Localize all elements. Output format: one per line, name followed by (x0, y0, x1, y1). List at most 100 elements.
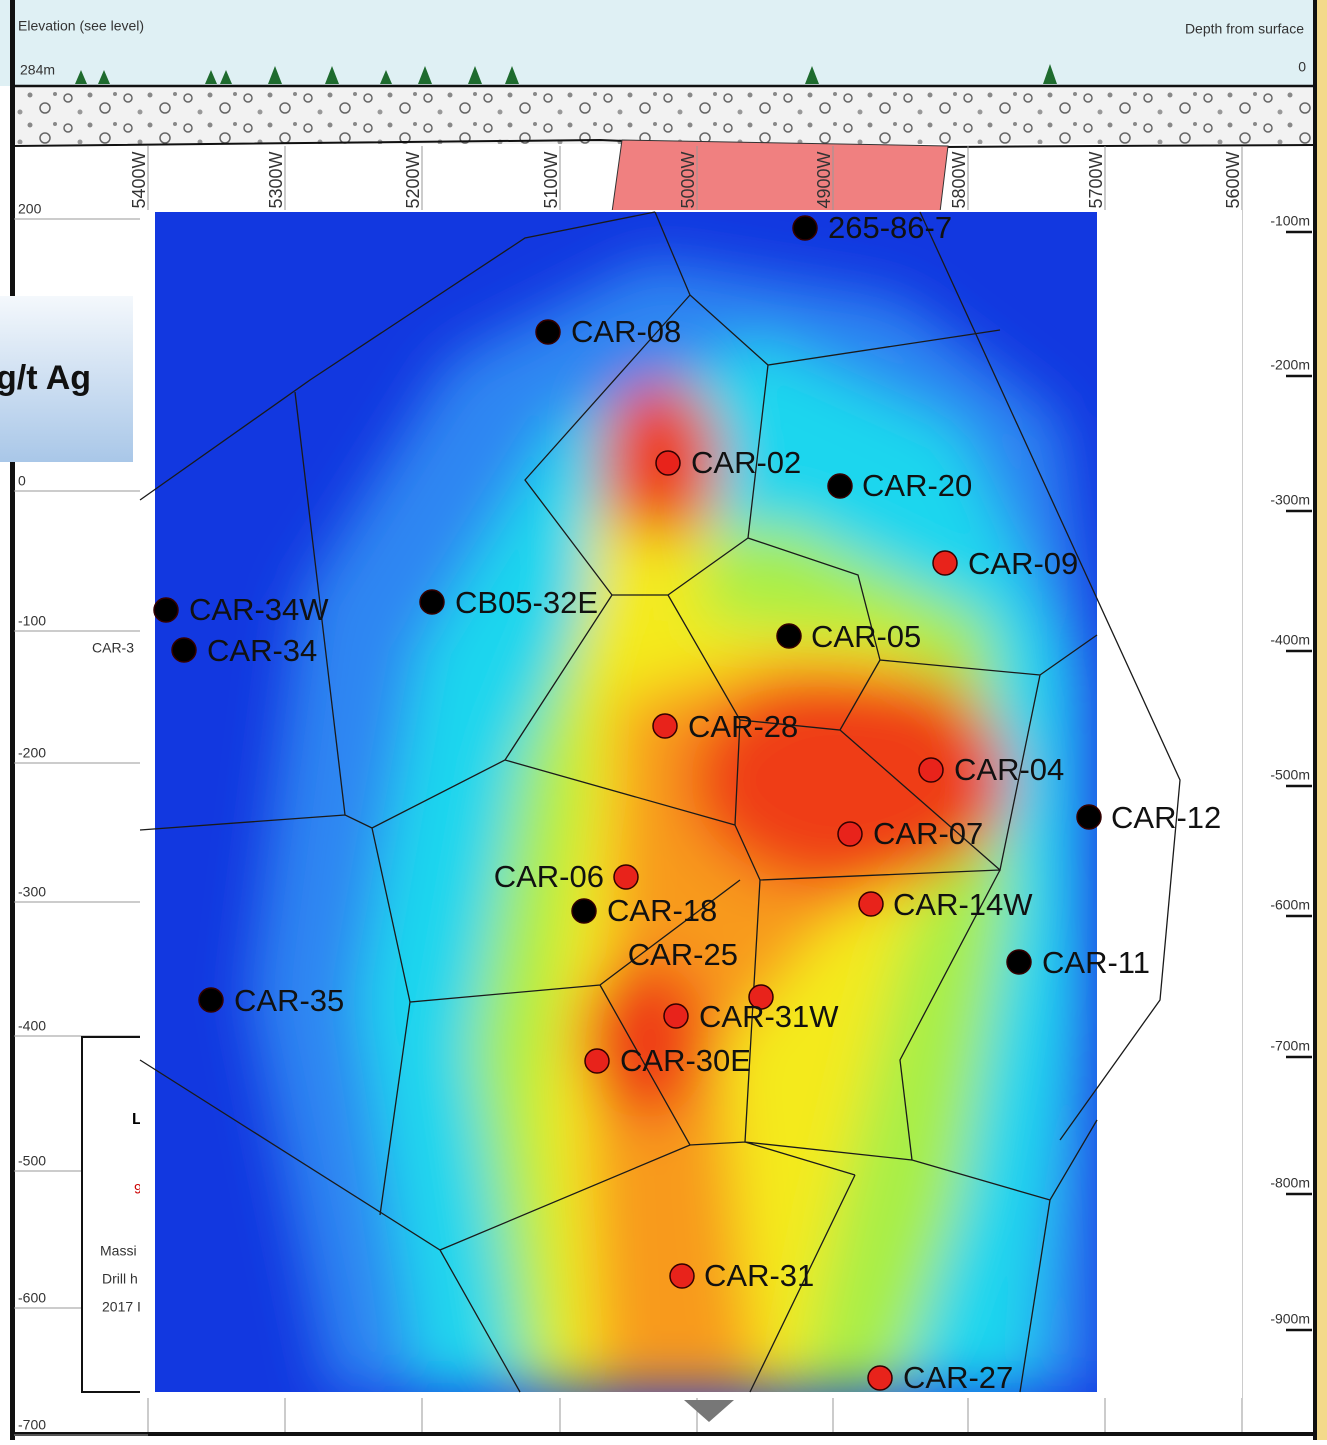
hole-label: CAR-25 (628, 937, 738, 972)
frame-left (10, 0, 15, 1440)
elevation-tick: -700 (18, 1417, 46, 1433)
hole-label: CAR-05 (811, 619, 921, 654)
elevation-tick: -400 (18, 1018, 46, 1034)
box-mark: 9 (134, 1181, 142, 1197)
elevation-tick: 0 (18, 473, 26, 489)
section-label: 4900W (814, 151, 834, 208)
depth-tick: -100m (1270, 213, 1310, 229)
elevation-top: 284m (20, 62, 55, 78)
tree (75, 64, 1057, 84)
depth-tick: -800m (1270, 1175, 1310, 1191)
sky-band (0, 0, 1327, 86)
hole-label: CAR-06 (494, 859, 604, 894)
depth-tick: -500m (1270, 767, 1310, 783)
drill-hole (419, 589, 445, 615)
hole-label: CAR-35 (234, 983, 344, 1018)
section-label: 5300W (266, 151, 286, 208)
hole-label: CAR-28 (688, 709, 798, 744)
drill-hole (867, 1365, 893, 1391)
depth-tick: -900m (1270, 1311, 1310, 1327)
drill-hole (584, 1048, 610, 1074)
section-label: 5100W (541, 151, 561, 208)
drill-hole (1076, 804, 1102, 830)
side-note: CAR-3 (92, 640, 134, 656)
hole-label: CAR-34 (207, 633, 317, 668)
drill-hole (748, 984, 774, 1010)
ore-zone (611, 139, 949, 213)
section-label: 5400W (129, 151, 149, 208)
drill-hole (792, 215, 818, 241)
box-line: Massi (100, 1243, 137, 1259)
frame-bottom (12, 1432, 1315, 1436)
band (580, 960, 710, 1120)
elevation-tick: -600 (18, 1290, 46, 1306)
section-label: 5200W (403, 151, 423, 208)
hole-label: CAR-12 (1111, 800, 1221, 835)
trees (75, 64, 1057, 84)
depth-tick: -300m (1270, 492, 1310, 508)
hole-label: CB05-32E (455, 585, 598, 620)
section-label: 5800W (949, 151, 969, 208)
elevation-tick: -500 (18, 1153, 46, 1169)
hole-label: CAR-02 (691, 445, 801, 480)
hole-label: CAR-31W (699, 999, 839, 1034)
elevation-header: Elevation (see level) (18, 18, 144, 34)
legend-title: g/t Ag (0, 359, 91, 397)
hole-label: CAR-08 (571, 314, 681, 349)
drill-hole (171, 637, 197, 663)
drill-hole (932, 550, 958, 576)
hole-label: CAR-20 (862, 468, 972, 503)
elevation-tick: 200 (18, 201, 42, 217)
drill-hole (1006, 949, 1032, 975)
section-label: 5000W (678, 151, 698, 208)
depth-top: 0 (1298, 59, 1306, 75)
overburden-pattern (12, 86, 1315, 144)
hole-label: CAR-11 (1042, 945, 1150, 980)
depth-tick: -600m (1270, 897, 1310, 913)
voronoi-lines (139, 211, 1181, 1393)
drill-hole (198, 987, 224, 1013)
edge (1317, 0, 1327, 1440)
contour-bands (250, 260, 1097, 1392)
section-label: 5700W (1086, 151, 1106, 208)
drill-hole (655, 450, 681, 476)
drill-hole (858, 891, 884, 917)
hole-label: CAR-07 (873, 816, 983, 851)
drill-holes: 265-86-7 CAR-08 CAR-02 CAR-20 CAR-09 CB05-32E… (153, 210, 1221, 1395)
legend-tab (0, 296, 133, 462)
hole-label: CAR-09 (968, 546, 1078, 581)
box-line: Drill h (102, 1271, 138, 1287)
drill-hole (918, 757, 944, 783)
box-line: 2017 I (102, 1299, 141, 1315)
contour-map (155, 212, 1097, 1392)
hole-label: CAR-30E (620, 1043, 751, 1078)
depth-tick: -700m (1270, 1038, 1310, 1054)
drill-hole (663, 1003, 689, 1029)
section-label: 5600W (1223, 151, 1243, 208)
drill-hole (571, 898, 597, 924)
drill-hole (669, 1263, 695, 1289)
drill-hole (827, 473, 853, 499)
drill-hole (837, 821, 863, 847)
drill-hole (153, 597, 179, 623)
drill-hole (535, 319, 561, 345)
drill-hole (776, 623, 802, 649)
elevation-tick: -100 (18, 613, 46, 629)
elevation-tick: -200 (18, 745, 46, 761)
band (690, 670, 1010, 890)
hole-label: CAR-34W (189, 592, 329, 627)
depth-header: Depth from surface (1185, 21, 1304, 37)
hole-label: CAR-31 (704, 1258, 814, 1293)
depth-tick: -200m (1270, 357, 1310, 373)
depth-tick: -400m (1270, 632, 1310, 648)
box-heading: L (132, 1111, 142, 1128)
marker-triangle (684, 1400, 734, 1422)
elevation-tick: -300 (18, 884, 46, 900)
hole-label: 265-86-7 (828, 210, 952, 245)
frame-right (1313, 0, 1317, 1440)
drill-hole (613, 864, 639, 890)
hole-label: CAR-14W (893, 887, 1033, 922)
hole-label: CAR-18 (607, 893, 717, 928)
hole-label: CAR-04 (954, 752, 1064, 787)
